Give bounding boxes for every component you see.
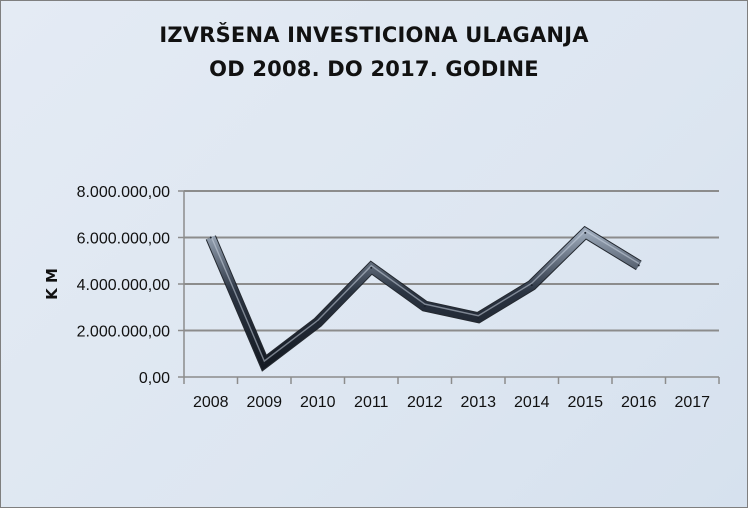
- chart-title-line-2: OD 2008. DO 2017. GODINE: [209, 57, 539, 81]
- chart-title-line-1: IZVRŠENA INVESTICIONA ULAGANJA: [159, 23, 589, 47]
- y-tick-label: 8.000.000,00: [77, 184, 171, 201]
- x-tick-label: 2012: [407, 394, 443, 411]
- data-point: [423, 305, 426, 308]
- series-line: [205, 225, 642, 372]
- x-tick-label: 2014: [514, 394, 550, 411]
- y-tick-label: 0,00: [139, 370, 170, 387]
- data-point: [316, 321, 319, 324]
- axes: [178, 190, 720, 384]
- gridlines: [184, 190, 719, 332]
- x-tick-label: 2008: [193, 394, 229, 411]
- series-line-path: [206, 227, 642, 371]
- x-tick-label: 2013: [460, 394, 496, 411]
- y-tick-label: 2.000.000,00: [77, 324, 171, 341]
- data-point: [370, 266, 373, 269]
- y-axis-label: K M: [43, 268, 61, 300]
- x-tick-label: 2015: [567, 394, 603, 411]
- x-tick-label: 2016: [621, 394, 657, 411]
- y-tick-label: 4.000.000,00: [77, 277, 171, 294]
- data-point: [477, 316, 480, 319]
- series-line-shadow: [205, 225, 642, 372]
- data-point: [263, 362, 266, 365]
- series-line-highlight: [210, 229, 640, 363]
- x-tick-label: 2010: [300, 394, 336, 411]
- x-tick-label: 2009: [246, 394, 282, 411]
- tick-labels: 0,00 2.000.000,00 4.000.000,00 6.000.000,00…: [77, 184, 711, 411]
- x-tick-label: 2011: [354, 394, 389, 411]
- data-point: [530, 284, 533, 287]
- data-point: [209, 236, 212, 239]
- y-tick-label: 6.000.000,00: [77, 231, 171, 248]
- data-point: [637, 264, 640, 267]
- x-tick-label: 2017: [674, 394, 710, 411]
- data-point: [584, 231, 587, 234]
